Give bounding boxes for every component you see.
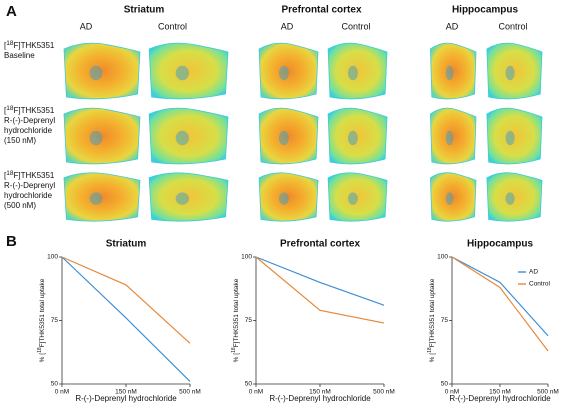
chart-title: Hippocampus	[467, 239, 534, 250]
data-line	[451, 256, 549, 337]
tissue-feature	[175, 65, 189, 81]
tissue-feature	[89, 192, 103, 205]
region-title: Hippocampus	[452, 5, 519, 16]
tissue-feature	[505, 192, 515, 205]
data-line	[451, 256, 549, 352]
tissue-feature	[278, 130, 289, 146]
tissue-feature	[278, 192, 289, 205]
legend-label: AD	[529, 269, 538, 276]
y-tick-label: 50	[51, 381, 59, 388]
y-tick-label: 100	[47, 254, 58, 261]
x-tick-label: 500 nM	[537, 389, 559, 396]
y-axis-label: % [18F]THK5351 total uptake	[37, 278, 45, 362]
column-header: AD	[281, 21, 294, 31]
row-label: R-(-)-Deprenyl	[4, 116, 55, 125]
row-label-part: F]THK5351	[13, 106, 54, 115]
y-axis-label-part: % [	[39, 353, 46, 363]
y-tick-label: 100	[437, 254, 448, 261]
tissue-feature	[347, 65, 358, 81]
y-axis-label-part: F]THK5351 total uptake	[233, 278, 240, 347]
y-axis-label: % [18F]THK5351 total uptake	[231, 278, 239, 362]
tissue-feature	[278, 65, 289, 81]
legend-label: Control	[529, 281, 551, 288]
region-title: Striatum	[124, 5, 165, 16]
data-line	[255, 256, 385, 324]
row-label: [18F]THK5351	[4, 40, 55, 50]
tissue-feature	[175, 130, 189, 146]
data-line	[61, 256, 191, 382]
panel-label: B	[6, 233, 17, 250]
row-label: (500 nM)	[4, 201, 36, 210]
chart-title: Prefrontal cortex	[280, 239, 360, 250]
tissue-feature	[89, 65, 103, 81]
row-label: Baseline	[4, 51, 35, 60]
panel-label: A	[6, 3, 17, 20]
tissue-feature	[175, 192, 189, 205]
chart-title: Striatum	[106, 239, 147, 250]
y-tick-label: 50	[441, 381, 449, 388]
row-label: hydrochloride	[4, 191, 53, 200]
data-line	[255, 256, 385, 306]
row-label: hydrochloride	[4, 126, 53, 135]
y-axis-label-part: % [	[429, 353, 436, 363]
row-label-part: [	[4, 171, 7, 180]
column-header: AD	[446, 21, 459, 31]
row-label-part: [	[4, 106, 7, 115]
y-axis-label-part: F]THK5351 total uptake	[39, 278, 46, 347]
row-label: R-(-)-Deprenyl	[4, 181, 55, 190]
row-label-part: 18	[6, 170, 14, 177]
y-axis-label: % [18F]THK5351 total uptake	[427, 278, 435, 362]
y-axis-label-part: 18	[37, 347, 43, 353]
x-tick-label: 500 nM	[373, 389, 395, 396]
x-tick-label: 150 nM	[115, 389, 137, 396]
row-label: [18F]THK5351	[4, 105, 55, 115]
autoradiography-images	[63, 42, 543, 222]
x-axis-label: R-(-)-Deprenyl hydrochloride	[75, 394, 177, 403]
tissue-feature	[347, 192, 358, 205]
row-label: [18F]THK5351	[4, 170, 55, 180]
tissue-feature	[445, 65, 454, 81]
y-tick-label: 75	[51, 317, 59, 324]
x-tick-label: 0 nM	[249, 389, 263, 396]
row-label-part: F]THK5351	[13, 171, 54, 180]
column-header: Control	[158, 21, 187, 31]
row-label-part: 18	[6, 40, 14, 47]
y-tick-label: 75	[245, 317, 253, 324]
x-tick-label: 500 nM	[179, 389, 201, 396]
row-label: (150 nM)	[4, 136, 36, 145]
x-axis-label: R-(-)-Deprenyl hydrochloride	[449, 394, 551, 403]
y-axis-label-part: 18	[427, 347, 433, 353]
y-axis-label-part: % [	[233, 353, 240, 363]
tissue-feature	[505, 130, 515, 146]
x-tick-label: 150 nM	[489, 389, 511, 396]
row-label-part: 18	[6, 105, 14, 112]
row-label-part: F]THK5351	[13, 41, 54, 50]
x-tick-label: 0 nM	[445, 389, 459, 396]
column-header: Control	[341, 21, 370, 31]
y-tick-label: 75	[441, 317, 449, 324]
row-label-part: [	[4, 41, 7, 50]
data-line	[61, 256, 191, 344]
tissue-feature	[89, 130, 103, 146]
tissue-feature	[347, 130, 358, 146]
x-axis-label: R-(-)-Deprenyl hydrochloride	[269, 394, 371, 403]
y-tick-label: 100	[241, 254, 252, 261]
x-tick-label: 0 nM	[55, 389, 69, 396]
x-tick-label: 150 nM	[309, 389, 331, 396]
column-header: Control	[498, 21, 527, 31]
column-header: AD	[80, 21, 93, 31]
y-tick-label: 50	[245, 381, 253, 388]
y-axis-label-part: F]THK5351 total uptake	[429, 278, 436, 347]
tissue-feature	[445, 192, 454, 205]
region-title: Prefrontal cortex	[281, 5, 361, 16]
y-axis-label-part: 18	[231, 347, 237, 353]
tissue-feature	[505, 65, 515, 81]
tissue-feature	[445, 130, 454, 146]
